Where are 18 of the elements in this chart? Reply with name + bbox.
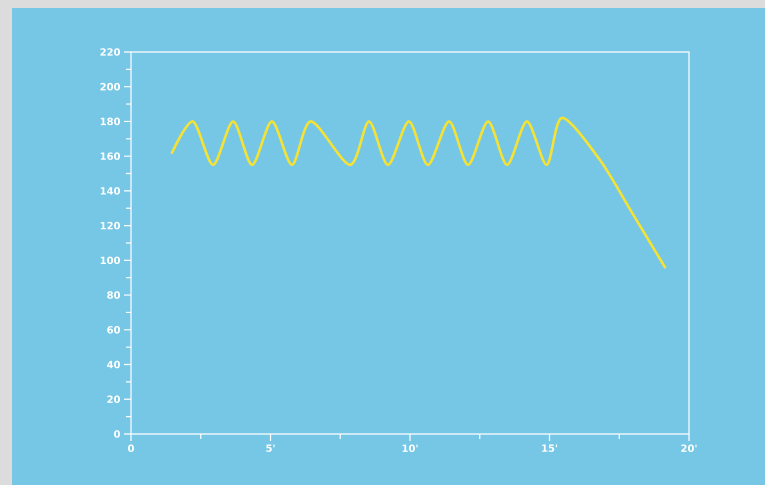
y-tick-label: 0 — [114, 430, 120, 438]
y-tick-label: 120 — [100, 222, 120, 230]
y-tick-label: 40 — [107, 360, 120, 368]
line-series — [170, 116, 666, 269]
x-tick-label: 15' — [542, 444, 558, 452]
y-tick-label: 100 — [100, 256, 120, 264]
y-tick-label: 180 — [100, 118, 120, 126]
x-tick-label: 10' — [402, 444, 418, 452]
y-tick-label: 140 — [100, 187, 120, 195]
x-tick-label: 0 — [128, 444, 134, 452]
x-tick-label: 5' — [266, 444, 275, 452]
y-tick-label: 60 — [107, 326, 120, 334]
x-tick-label: 20' — [681, 444, 697, 452]
y-tick-label: 220 — [100, 48, 120, 56]
y-tick-label: 160 — [100, 152, 120, 160]
y-tick-label: 200 — [100, 82, 120, 90]
y-tick-label: 20 — [107, 395, 120, 404]
y-tick-label: 80 — [107, 291, 120, 299]
